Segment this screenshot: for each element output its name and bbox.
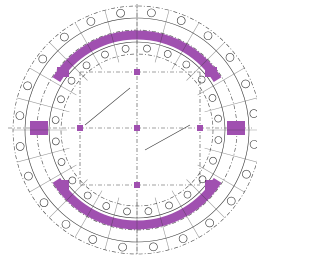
grid-bubble xyxy=(210,157,217,164)
grid-bubble xyxy=(145,208,152,215)
grid-bubble xyxy=(24,82,32,90)
grid-bubble xyxy=(250,110,257,118)
grid-bubble xyxy=(103,203,110,210)
grid-bubble xyxy=(179,235,187,243)
grid-bubble xyxy=(57,96,64,103)
radial-line xyxy=(17,98,69,112)
grid-bubble xyxy=(143,45,150,52)
wall-block xyxy=(57,180,69,190)
grid-bubble xyxy=(39,55,47,63)
grid-bubble xyxy=(62,220,70,228)
grid-bubble xyxy=(89,235,97,243)
wall-block xyxy=(227,121,245,135)
grid-bubble xyxy=(52,138,59,145)
grid-bubble xyxy=(84,192,91,199)
wall-block xyxy=(57,67,69,77)
column xyxy=(134,182,140,188)
grid-bubble xyxy=(164,50,171,57)
grid-bubble xyxy=(199,176,206,183)
radial-line xyxy=(198,165,245,192)
grid-bubble xyxy=(69,177,76,184)
grid-bubble xyxy=(166,202,173,209)
grid-bubble xyxy=(183,61,190,68)
grid-bubble xyxy=(60,33,68,41)
radial-line xyxy=(205,98,257,112)
grid-bubble xyxy=(198,76,205,83)
grid-bubble xyxy=(149,243,157,251)
grid-bubble xyxy=(242,80,250,88)
grid-bubble xyxy=(87,17,95,25)
grid-bubble xyxy=(119,243,127,251)
column xyxy=(134,69,140,75)
grid-bubble xyxy=(250,140,257,148)
grid-bubble xyxy=(58,159,65,166)
grid-bubble xyxy=(124,208,131,215)
grid-bubble xyxy=(24,172,32,180)
radial-line xyxy=(30,68,77,95)
radial-line xyxy=(205,148,257,162)
column xyxy=(197,125,203,131)
column xyxy=(77,125,83,131)
grid-bubble xyxy=(147,9,155,17)
grid-bubble xyxy=(117,9,125,17)
grid-bubble xyxy=(226,53,234,61)
dimension-line xyxy=(145,125,190,150)
grid-bubble xyxy=(206,219,214,227)
grid-bubble xyxy=(204,32,212,40)
grid-bubble xyxy=(52,117,59,124)
grid-bubble xyxy=(177,17,185,25)
grid-bubble xyxy=(227,197,235,205)
grid-bubble xyxy=(40,199,48,207)
grid-bubble xyxy=(215,136,222,143)
radial-line xyxy=(17,148,69,162)
column xyxy=(134,125,140,131)
grid-bubble xyxy=(184,191,191,198)
grid-bubble xyxy=(68,77,75,84)
grid-bubble xyxy=(209,94,216,101)
wall-block xyxy=(205,67,217,77)
wall-block xyxy=(30,121,48,135)
grid-bubble xyxy=(16,142,24,150)
grid-bubble xyxy=(215,115,222,122)
grid-bubble xyxy=(101,51,108,58)
wall-block xyxy=(205,180,217,190)
grid-bubble xyxy=(16,112,24,120)
grid-bubble xyxy=(83,62,90,69)
grid-bubble xyxy=(242,170,250,178)
dimension-line xyxy=(85,88,130,125)
page: (() => { const svg = document.getElement… xyxy=(0,0,257,257)
grid-bubble xyxy=(122,45,129,52)
circular-floor-plan xyxy=(0,0,257,257)
